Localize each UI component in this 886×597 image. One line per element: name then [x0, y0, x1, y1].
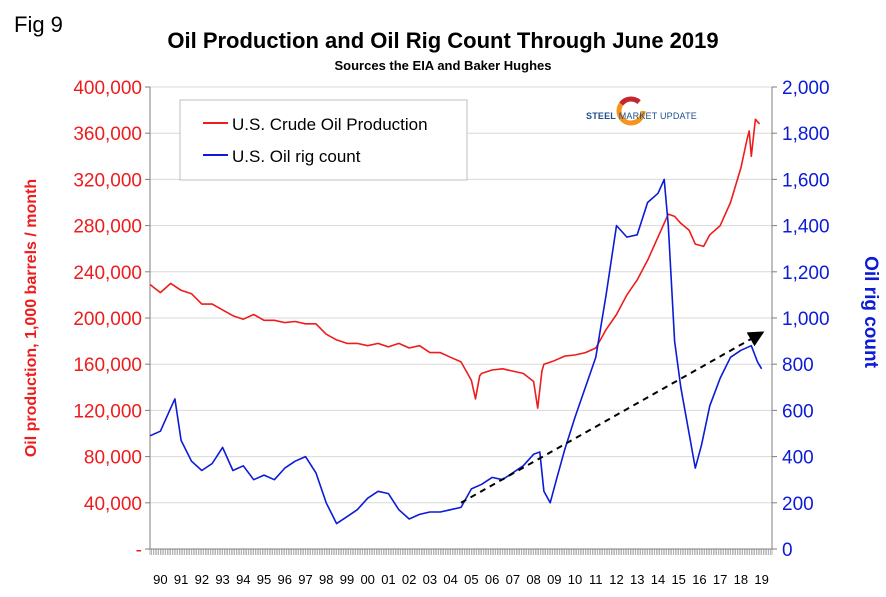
x-tick-label: 01	[381, 572, 395, 587]
x-axis-ticks: 90 91 92 93 94 95 96 97 98 99 00 01 02 03 04 05 06 07 08 09…	[149, 549, 773, 587]
legend: U.S. Crude Oil Production U.S. Oil rig co…	[179, 99, 468, 181]
y2-tick-label: 1,600	[782, 170, 830, 191]
x-tick-label: 17	[713, 572, 727, 587]
production-series-line	[149, 118, 761, 409]
legend-box	[179, 99, 468, 181]
figure-label: Fig 9	[14, 12, 63, 37]
x-tick-label: 97	[298, 572, 312, 587]
chart-subtitle: Sources the EIA and Baker Hughes	[334, 58, 552, 73]
y2-tick-label: 0	[782, 540, 793, 561]
y-tick-label: 320,000	[73, 170, 142, 191]
x-tick-label: 19	[754, 572, 768, 587]
y-tick-label: 400,000	[73, 78, 142, 99]
x-tick-label: 91	[174, 572, 188, 587]
x-tick-label: 98	[319, 572, 333, 587]
x-tick-label: 03	[423, 572, 437, 587]
y2-tick-label: 200	[782, 494, 814, 515]
x-tick-label: 18	[734, 572, 748, 587]
y-tick-label: 160,000	[73, 355, 142, 376]
x-tick-label: 93	[215, 572, 229, 587]
y-tick-label: 360,000	[73, 124, 142, 145]
x-tick-label: 05	[464, 572, 478, 587]
y2-tick-label: 1,400	[782, 217, 830, 238]
x-tick-label: 04	[443, 572, 457, 587]
y2-tick-label: 1,000	[782, 309, 830, 330]
annotations	[460, 331, 765, 504]
x-tick-label: 12	[609, 572, 623, 587]
y-tick-label: 80,000	[84, 448, 142, 469]
rig-count-series-line	[149, 178, 763, 525]
y2-tick-label: 600	[782, 401, 814, 422]
y-tick-label: 40,000	[84, 494, 142, 515]
steel-market-update-logo: STEEL MARKET UPDATE	[586, 96, 746, 136]
left-axis-ticks: - 40,000 80,000 120,000 160,000 200,000 240,00…	[73, 78, 150, 561]
x-tick-label: 00	[360, 572, 374, 587]
right-axis-ticks: 0 200 400 600 800 1,000 1,200 1,400 1,600 1,800 2,…	[772, 78, 830, 561]
x-tick-label: 92	[195, 572, 209, 587]
x-tick-label: 15	[671, 572, 685, 587]
x-tick-label: 06	[485, 572, 499, 587]
y2-axis-label: Oil rig count	[860, 256, 881, 369]
y-tick-label: 240,000	[73, 263, 142, 284]
legend-rigs-label: U.S. Oil rig count	[232, 147, 361, 166]
x-tick-label: 14	[651, 572, 665, 587]
x-tick-label: 96	[278, 572, 292, 587]
y2-tick-label: 2,000	[782, 78, 830, 99]
x-tick-label: 10	[568, 572, 582, 587]
x-tick-label: 13	[630, 572, 644, 587]
legend-production-label: U.S. Crude Oil Production	[232, 115, 428, 134]
y-tick-label: 200,000	[73, 309, 142, 330]
y-tick-label: -	[136, 540, 142, 561]
y-tick-label: 280,000	[73, 217, 142, 238]
y2-tick-label: 1,800	[782, 124, 830, 145]
x-tick-label: 90	[153, 572, 167, 587]
x-tick-label: 09	[547, 572, 561, 587]
trend-arrow	[460, 331, 765, 504]
x-tick-label: 08	[526, 572, 540, 587]
y-tick-label: 120,000	[73, 401, 142, 422]
y2-tick-label: 800	[782, 355, 814, 376]
series-lines	[149, 118, 763, 525]
x-tick-label: 99	[340, 572, 354, 587]
x-tick-label: 11	[589, 572, 603, 587]
x-tick-label: 94	[236, 572, 250, 587]
y2-tick-label: 400	[782, 448, 814, 469]
logo-swoosh-icon	[616, 96, 646, 126]
x-tick-label: 16	[692, 572, 706, 587]
x-tick-label: 95	[257, 572, 271, 587]
logo-text: STEEL MARKET UPDATE	[586, 111, 697, 121]
x-tick-label: 07	[506, 572, 520, 587]
y2-tick-label: 1,200	[782, 263, 830, 284]
y-axis-label: Oil production, 1,000 barrels / month	[23, 179, 40, 457]
x-tick-label: 02	[402, 572, 416, 587]
chart-title: Oil Production and Oil Rig Count Through…	[167, 28, 719, 53]
